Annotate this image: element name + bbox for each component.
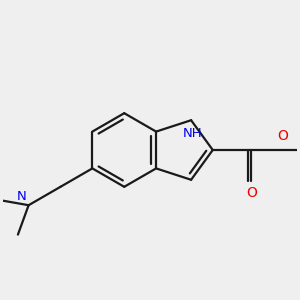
Text: O: O <box>246 186 257 200</box>
Text: N: N <box>17 190 27 203</box>
Text: O: O <box>277 129 288 143</box>
Text: NH: NH <box>183 127 203 140</box>
